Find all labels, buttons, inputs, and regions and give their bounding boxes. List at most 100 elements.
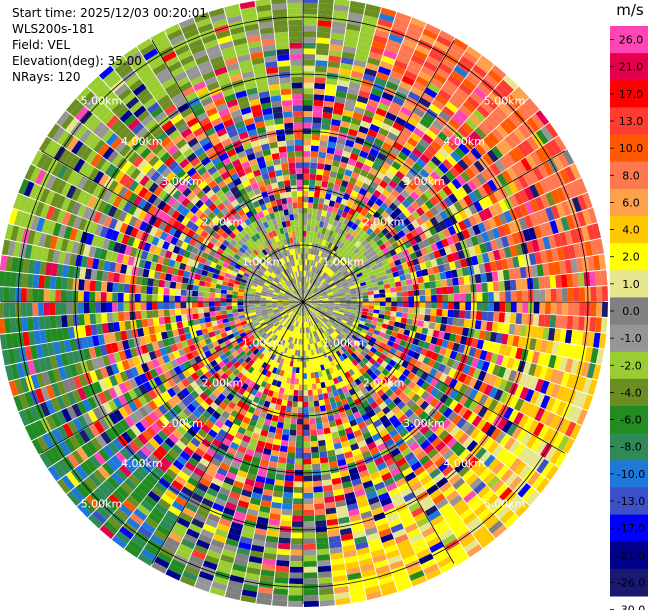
velocity-gate — [450, 70, 465, 83]
velocity-gate — [39, 452, 53, 469]
velocity-gate — [255, 475, 266, 484]
velocity-gate — [482, 437, 495, 451]
velocity-gate — [190, 390, 200, 400]
velocity-gate — [218, 428, 228, 438]
velocity-gate — [449, 350, 458, 360]
velocity-gate — [370, 278, 378, 284]
velocity-gate — [341, 398, 349, 406]
velocity-gate — [310, 145, 319, 152]
velocity-gate — [144, 516, 159, 530]
velocity-gate — [140, 445, 152, 458]
velocity-gate — [268, 365, 275, 373]
velocity-gate — [330, 325, 337, 331]
velocity-gate — [289, 360, 294, 367]
velocity-gate — [324, 330, 330, 337]
velocity-gate — [326, 329, 332, 336]
velocity-gate — [365, 383, 373, 392]
velocity-gate — [303, 481, 313, 488]
velocity-gate — [232, 331, 240, 337]
velocity-gate — [311, 452, 320, 459]
velocity-gate — [256, 315, 264, 320]
velocity-gate — [479, 534, 495, 549]
velocity-gate — [283, 423, 291, 430]
velocity-gate — [218, 517, 232, 527]
velocity-gate — [345, 302, 352, 305]
velocity-gate — [589, 271, 597, 287]
velocity-gate — [482, 292, 489, 302]
velocity-gate — [336, 317, 343, 322]
velocity-gate — [358, 187, 367, 196]
velocity-gate — [333, 442, 343, 450]
velocity-gate — [480, 320, 488, 331]
velocity-gate — [253, 383, 261, 391]
velocity-gate — [522, 449, 535, 464]
velocity-gate — [264, 317, 270, 322]
velocity-gate — [519, 203, 529, 217]
velocity-gate — [460, 171, 471, 183]
velocity-gate — [160, 457, 173, 469]
velocity-gate — [396, 306, 403, 313]
velocity-gate — [388, 261, 397, 269]
velocity-gate — [289, 578, 303, 585]
velocity-gate — [536, 264, 544, 277]
velocity-gate — [114, 262, 122, 274]
velocity-gate — [403, 70, 418, 81]
velocity-gate — [280, 311, 286, 315]
velocity-gate — [127, 338, 136, 349]
velocity-gate — [385, 363, 393, 372]
velocity-gate — [345, 255, 352, 262]
velocity-gate — [474, 143, 487, 157]
velocity-gate — [441, 57, 456, 70]
velocity-gate — [203, 307, 210, 313]
velocity-gate — [346, 321, 353, 327]
velocity-gate — [148, 269, 156, 279]
velocity-gate — [320, 310, 327, 314]
velocity-gate — [459, 258, 468, 268]
velocity-gate — [391, 254, 400, 262]
velocity-gate — [413, 486, 426, 497]
velocity-gate — [102, 402, 113, 415]
velocity-gate — [391, 160, 402, 171]
velocity-gate — [238, 314, 246, 319]
velocity-gate — [267, 311, 274, 316]
velocity-gate — [309, 423, 317, 431]
velocity-gate — [339, 161, 348, 170]
velocity-gate — [288, 312, 294, 317]
velocity-gate — [303, 498, 314, 505]
velocity-gate — [389, 211, 399, 220]
velocity-gate — [420, 247, 428, 256]
velocity-gate — [391, 405, 401, 415]
velocity-gate — [311, 378, 316, 385]
velocity-gate — [246, 472, 257, 481]
velocity-gate — [380, 270, 387, 277]
velocity-gate — [303, 168, 310, 174]
velocity-gate — [407, 214, 416, 223]
velocity-gate — [193, 487, 206, 498]
velocity-gate — [26, 317, 34, 331]
velocity-gate — [499, 120, 513, 135]
velocity-gate — [113, 321, 121, 332]
velocity-gate — [213, 364, 222, 372]
velocity-gate — [303, 464, 312, 471]
velocity-gate — [367, 308, 374, 313]
velocity-gate — [311, 331, 315, 338]
velocity-gate — [100, 431, 112, 445]
velocity-gate — [328, 306, 334, 309]
velocity-gate — [358, 367, 366, 375]
velocity-gate — [378, 428, 389, 438]
velocity-gate — [280, 514, 292, 522]
velocity-gate — [409, 533, 424, 544]
velocity-gate — [72, 417, 84, 432]
velocity-gate — [475, 59, 491, 74]
velocity-gate — [432, 329, 440, 338]
velocity-gate — [342, 445, 352, 454]
velocity-gate — [55, 276, 62, 290]
velocity-gate — [277, 375, 284, 382]
velocity-gate — [226, 393, 235, 402]
velocity-gate — [372, 176, 382, 185]
velocity-gate — [305, 276, 307, 283]
velocity-gate — [378, 12, 395, 23]
velocity-gate — [484, 515, 500, 530]
velocity-gate — [357, 243, 365, 251]
velocity-gate — [303, 401, 309, 408]
